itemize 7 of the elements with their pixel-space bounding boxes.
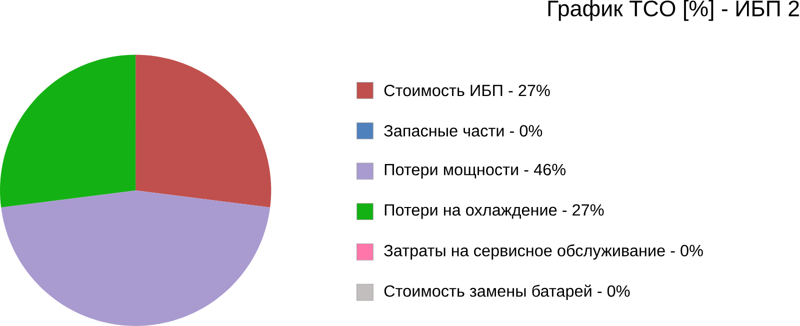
legend-label: Потери мощности - 46% bbox=[384, 164, 566, 179]
legend-label: Запасные части - 0% bbox=[384, 125, 542, 137]
legend-label: Потери на охлаждение - 27% bbox=[384, 204, 604, 219]
chart-title: График TCO [%] - ИБП 2 bbox=[548, 0, 799, 21]
legend-label: Затраты на сервисное обслуживание - 0% bbox=[384, 244, 703, 260]
legend-label: Стоимость замены батарей - 0% bbox=[384, 284, 630, 300]
legend-label: Стоимость ИБП - 27% bbox=[384, 84, 550, 96]
